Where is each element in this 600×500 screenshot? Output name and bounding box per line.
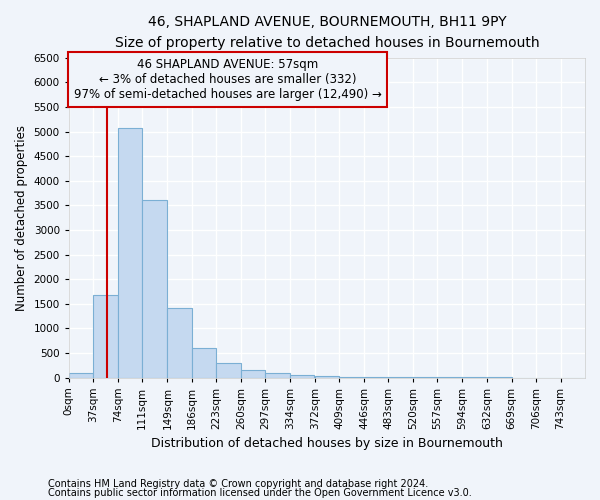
Bar — [217, 363, 241, 378]
Bar — [94, 295, 118, 378]
Text: Contains public sector information licensed under the Open Government Licence v3: Contains public sector information licen… — [48, 488, 472, 498]
Text: 46 SHAPLAND AVENUE: 57sqm
← 3% of detached houses are smaller (332)
97% of semi-: 46 SHAPLAND AVENUE: 57sqm ← 3% of detach… — [74, 58, 382, 102]
Bar — [340, 376, 364, 378]
Bar — [265, 373, 290, 378]
Title: 46, SHAPLAND AVENUE, BOURNEMOUTH, BH11 9PY
Size of property relative to detached: 46, SHAPLAND AVENUE, BOURNEMOUTH, BH11 9… — [115, 15, 539, 50]
Bar — [315, 376, 340, 378]
Bar — [167, 308, 192, 378]
Text: Contains HM Land Registry data © Crown copyright and database right 2024.: Contains HM Land Registry data © Crown c… — [48, 479, 428, 489]
Y-axis label: Number of detached properties: Number of detached properties — [15, 124, 28, 310]
Bar — [142, 200, 167, 378]
Bar — [192, 348, 217, 378]
X-axis label: Distribution of detached houses by size in Bournemouth: Distribution of detached houses by size … — [151, 437, 503, 450]
Bar — [241, 370, 265, 378]
Bar — [69, 372, 94, 378]
Bar — [118, 128, 142, 378]
Bar — [364, 377, 388, 378]
Bar — [290, 375, 314, 378]
